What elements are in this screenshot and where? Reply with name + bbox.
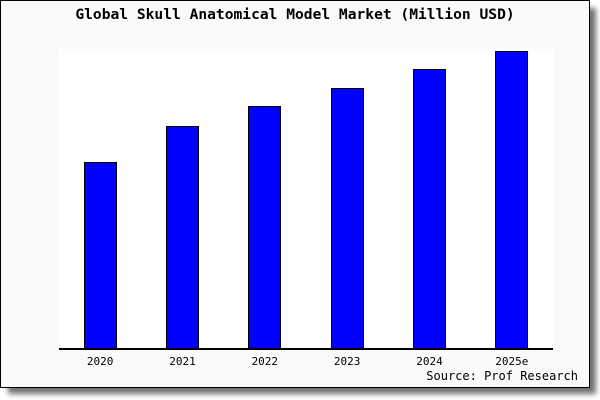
x-tick-label-2025e: 2025e [495, 355, 529, 368]
plot-area [59, 49, 553, 350]
x-tick-label-2020: 2020 [86, 355, 114, 368]
bar-slot [59, 49, 141, 348]
bar-2021 [165, 125, 199, 348]
bar-2022 [248, 106, 282, 348]
source-credit: Source: Prof Research [426, 369, 578, 383]
bar-slot [306, 49, 388, 348]
bar-slot [471, 49, 553, 348]
x-tick-label-2021: 2021 [169, 355, 196, 368]
x-tick-label-2023: 2023 [333, 355, 361, 368]
bar-slot [224, 49, 306, 348]
bar-2025e [495, 50, 529, 348]
x-tick-label-2022: 2022 [251, 355, 279, 368]
chart-title: Global Skull Anatomical Model Market (Mi… [75, 6, 515, 23]
chart-frame: Global Skull Anatomical Model Market (Mi… [0, 0, 590, 388]
bar-2020 [83, 161, 117, 348]
bars-container [59, 49, 553, 348]
bar-2024 [412, 69, 446, 348]
x-axis-labels: 2020 2021 2022 2023 2024 2025e [59, 355, 553, 368]
bar-2023 [330, 88, 364, 348]
bar-slot [388, 49, 470, 348]
bar-slot [141, 49, 223, 348]
x-tick-label-2024: 2024 [416, 355, 443, 368]
